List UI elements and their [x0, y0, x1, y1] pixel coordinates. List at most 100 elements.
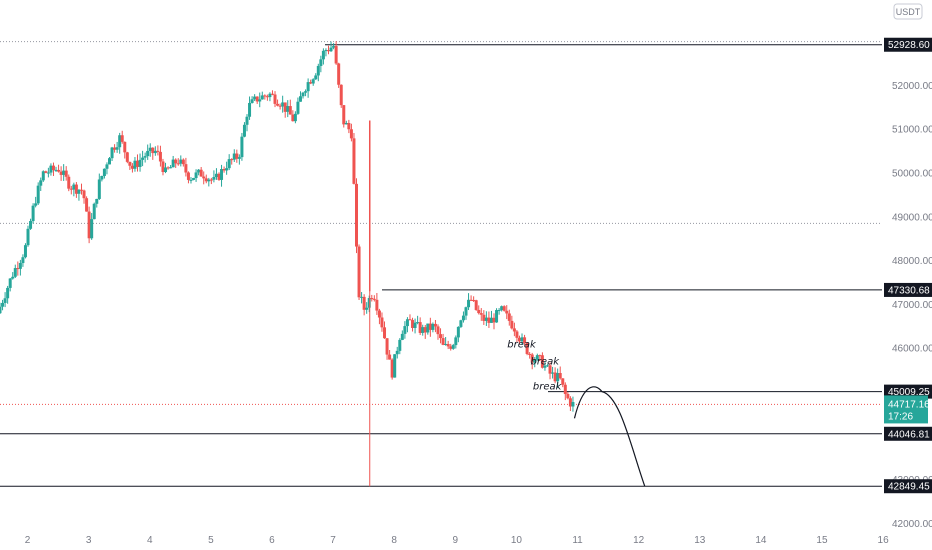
candle-body — [556, 373, 560, 382]
candle-body — [67, 176, 71, 189]
candle-body — [326, 50, 330, 52]
candle-body — [51, 165, 55, 171]
candle-body — [388, 354, 392, 360]
candle-body — [444, 343, 448, 345]
current-price-value: 44717.16 — [888, 399, 930, 410]
candle-body — [479, 313, 483, 315]
candle-body — [428, 323, 432, 330]
candle-body — [23, 245, 27, 258]
x-tick-label: 12 — [633, 535, 645, 546]
current-price-countdown: 17:26 — [888, 411, 913, 422]
candle-body — [314, 75, 318, 80]
candle-body — [136, 160, 140, 167]
break-annotation[interactable]: break — [533, 381, 563, 392]
candle-body — [1, 302, 5, 307]
candle-body — [186, 172, 190, 180]
candle-body — [107, 158, 111, 165]
svg-text:42849.45: 42849.45 — [888, 482, 930, 493]
currency-badge[interactable]: USDT — [893, 3, 923, 20]
candle-body — [301, 92, 305, 97]
candle-body — [62, 170, 66, 175]
candle-body — [405, 319, 409, 327]
candle-body — [194, 172, 198, 179]
x-tick-label: 4 — [147, 535, 153, 546]
candle-body — [288, 106, 292, 115]
projection-arc[interactable] — [573, 386, 646, 487]
candle-body — [517, 337, 521, 342]
candle-body — [148, 147, 152, 151]
levels-layer — [0, 41, 882, 487]
x-tick-label: 10 — [511, 535, 523, 546]
candle-body — [441, 338, 445, 345]
candle-body — [347, 123, 351, 130]
candle-body — [174, 159, 178, 164]
candle-body — [230, 159, 234, 161]
candle-body — [316, 65, 320, 76]
candle-body — [202, 176, 206, 179]
candle-body — [385, 338, 389, 355]
candle-body — [393, 354, 397, 378]
price-level-label[interactable]: 47330.68 — [884, 282, 932, 297]
candle-body — [365, 307, 369, 310]
y-tick-label: 46000.00 — [892, 344, 932, 355]
candle-body — [367, 298, 371, 308]
candle-body — [380, 317, 384, 328]
price-level-label[interactable]: 45009.25 — [884, 384, 932, 399]
candle-body — [151, 147, 155, 154]
candle-body — [525, 343, 529, 354]
candle-body — [74, 184, 78, 194]
candle-body — [156, 150, 160, 152]
candle-body — [273, 94, 277, 104]
candle-body — [146, 150, 150, 157]
candle-body — [311, 79, 315, 84]
candle-body — [439, 334, 443, 339]
candle-body — [21, 257, 25, 264]
candle-body — [176, 163, 180, 165]
break-annotation[interactable]: break — [507, 339, 537, 350]
candle-body — [461, 315, 465, 321]
candle-body — [362, 296, 366, 310]
candle-body — [220, 169, 224, 180]
candle-body — [459, 320, 463, 327]
candle-body — [255, 96, 259, 102]
candle-body — [349, 129, 353, 139]
candle-body — [520, 337, 524, 342]
candle-body — [278, 105, 282, 107]
candle-body — [398, 339, 402, 351]
candle-body — [286, 106, 290, 112]
price-level-label[interactable]: 44046.81 — [884, 426, 932, 441]
projection-layer — [573, 386, 646, 487]
candle-body — [416, 322, 420, 324]
candle-body — [199, 169, 203, 177]
candle-body — [571, 402, 575, 407]
y-tick-label: 47000.00 — [892, 300, 932, 311]
x-axis[interactable]: 2 3 4 5 6 7 8 9 10 11 12 13 14 15 16 — [25, 535, 889, 546]
candle-body — [260, 95, 264, 100]
candle-body — [377, 310, 381, 318]
candle-body — [528, 353, 532, 355]
price-level-label[interactable]: 42849.45 — [884, 479, 932, 494]
break-annotation[interactable]: break — [530, 356, 560, 367]
candle-body — [125, 152, 129, 162]
x-tick-label: 5 — [208, 535, 214, 546]
candle-body — [141, 157, 145, 160]
candle-body — [423, 327, 427, 333]
candle-body — [454, 337, 458, 346]
candle-body — [449, 346, 453, 349]
candle-body — [245, 116, 249, 125]
candle-body — [502, 306, 506, 311]
candles-layer — [0, 41, 575, 487]
candle-body — [319, 59, 323, 66]
candle-body — [164, 167, 168, 173]
candle-body — [446, 343, 450, 347]
x-tick-label: 9 — [453, 535, 459, 546]
candle-body — [113, 147, 117, 150]
price-level-label[interactable]: 52928.60 — [884, 37, 932, 52]
candle-body — [207, 179, 211, 182]
candle-body — [553, 372, 557, 382]
candle-body — [232, 153, 236, 160]
candle-body — [329, 47, 333, 52]
candle-body — [123, 141, 127, 153]
